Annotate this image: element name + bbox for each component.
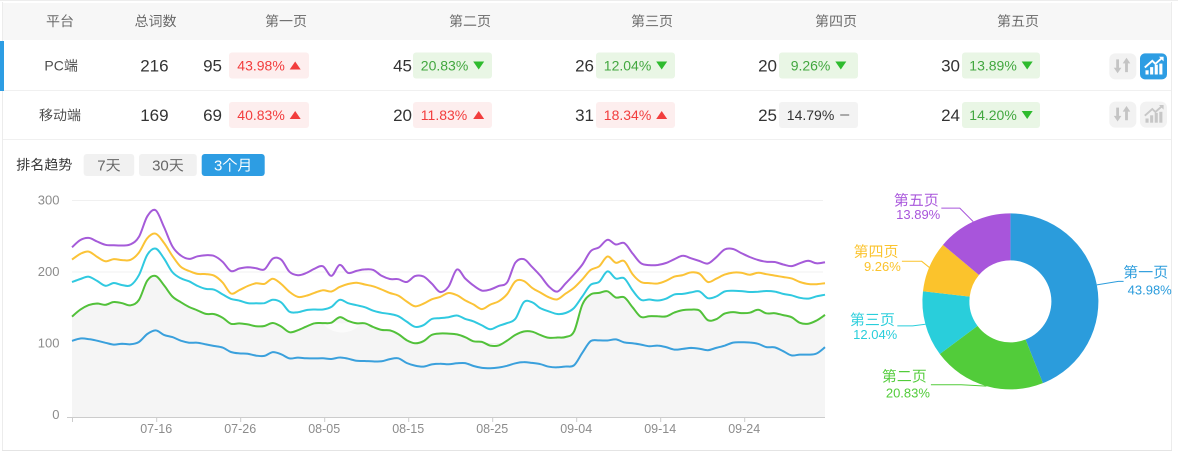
svg-text:12.04%: 12.04% xyxy=(604,58,651,74)
svg-text:200: 200 xyxy=(38,264,60,279)
svg-text:43.98%: 43.98% xyxy=(1128,283,1173,298)
svg-text:31: 31 xyxy=(575,106,594,125)
svg-text:30: 30 xyxy=(152,158,169,175)
svg-text:14.20%: 14.20% xyxy=(969,107,1016,123)
svg-text:30: 30 xyxy=(941,57,960,76)
svg-text:20: 20 xyxy=(393,106,412,125)
svg-text:20.83%: 20.83% xyxy=(421,58,468,74)
svg-text:08-15: 08-15 xyxy=(392,422,424,436)
svg-text:11.83%: 11.83% xyxy=(421,107,467,123)
svg-text:169: 169 xyxy=(140,106,168,125)
svg-text:20.83%: 20.83% xyxy=(886,386,931,401)
svg-text:12.04%: 12.04% xyxy=(853,327,898,342)
svg-text:20: 20 xyxy=(758,57,777,76)
svg-text:3: 3 xyxy=(214,158,222,175)
svg-text:24: 24 xyxy=(941,106,960,125)
svg-text:09-14: 09-14 xyxy=(644,422,676,436)
svg-text:40.83%: 40.83% xyxy=(237,107,284,123)
svg-text:95: 95 xyxy=(203,57,222,76)
svg-text:100: 100 xyxy=(38,336,60,351)
svg-text:7: 7 xyxy=(97,158,105,175)
svg-text:45: 45 xyxy=(393,57,412,76)
svg-text:25: 25 xyxy=(758,106,777,125)
svg-text:13.89%: 13.89% xyxy=(969,58,1016,74)
svg-text:07-16: 07-16 xyxy=(140,422,172,436)
svg-text:PC: PC xyxy=(44,58,63,74)
svg-text:18.34%: 18.34% xyxy=(604,107,651,123)
svg-text:09-04: 09-04 xyxy=(560,422,592,436)
svg-text:0: 0 xyxy=(52,407,59,422)
svg-text:300: 300 xyxy=(38,193,60,208)
svg-text:14.79%: 14.79% xyxy=(787,107,834,123)
svg-text:43.98%: 43.98% xyxy=(237,58,284,74)
svg-text:08-05: 08-05 xyxy=(308,422,340,436)
svg-text:07-26: 07-26 xyxy=(224,422,256,436)
svg-text:216: 216 xyxy=(140,57,168,76)
svg-text:09-24: 09-24 xyxy=(728,422,760,436)
svg-text:08-25: 08-25 xyxy=(476,422,508,436)
svg-text:9.26%: 9.26% xyxy=(791,58,831,74)
svg-text:13.89%: 13.89% xyxy=(896,207,941,222)
svg-text:69: 69 xyxy=(203,106,222,125)
svg-text:9.26%: 9.26% xyxy=(864,259,901,274)
svg-text:26: 26 xyxy=(575,57,594,76)
